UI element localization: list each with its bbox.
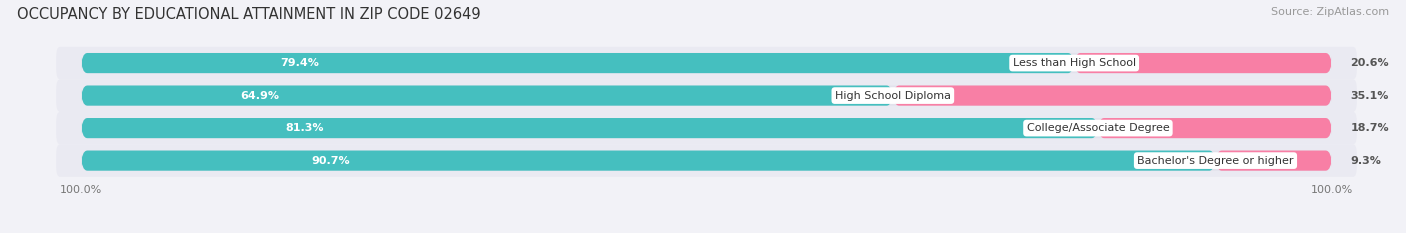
FancyBboxPatch shape (56, 79, 1357, 112)
Text: OCCUPANCY BY EDUCATIONAL ATTAINMENT IN ZIP CODE 02649: OCCUPANCY BY EDUCATIONAL ATTAINMENT IN Z… (17, 7, 481, 22)
Text: 20.6%: 20.6% (1351, 58, 1389, 68)
Text: Less than High School: Less than High School (1012, 58, 1136, 68)
FancyBboxPatch shape (56, 47, 1357, 79)
FancyBboxPatch shape (82, 53, 1074, 73)
FancyBboxPatch shape (82, 86, 893, 106)
FancyBboxPatch shape (56, 112, 1357, 144)
FancyBboxPatch shape (1074, 53, 1331, 73)
Text: 9.3%: 9.3% (1351, 156, 1382, 166)
Text: High School Diploma: High School Diploma (835, 91, 950, 101)
Text: 64.9%: 64.9% (240, 91, 280, 101)
Text: Bachelor's Degree or higher: Bachelor's Degree or higher (1137, 156, 1294, 166)
FancyBboxPatch shape (893, 86, 1331, 106)
Text: 90.7%: 90.7% (312, 156, 350, 166)
FancyBboxPatch shape (56, 144, 1357, 177)
FancyBboxPatch shape (82, 86, 1331, 106)
Text: Source: ZipAtlas.com: Source: ZipAtlas.com (1271, 7, 1389, 17)
Text: 81.3%: 81.3% (285, 123, 325, 133)
Text: 18.7%: 18.7% (1351, 123, 1389, 133)
Text: 79.4%: 79.4% (280, 58, 319, 68)
FancyBboxPatch shape (1098, 118, 1331, 138)
FancyBboxPatch shape (1215, 151, 1331, 171)
FancyBboxPatch shape (82, 118, 1331, 138)
Text: 35.1%: 35.1% (1351, 91, 1389, 101)
FancyBboxPatch shape (82, 151, 1331, 171)
FancyBboxPatch shape (82, 151, 1215, 171)
FancyBboxPatch shape (82, 118, 1098, 138)
FancyBboxPatch shape (82, 53, 1331, 73)
Legend: Owner-occupied, Renter-occupied: Owner-occupied, Renter-occupied (576, 229, 837, 233)
Text: College/Associate Degree: College/Associate Degree (1026, 123, 1170, 133)
